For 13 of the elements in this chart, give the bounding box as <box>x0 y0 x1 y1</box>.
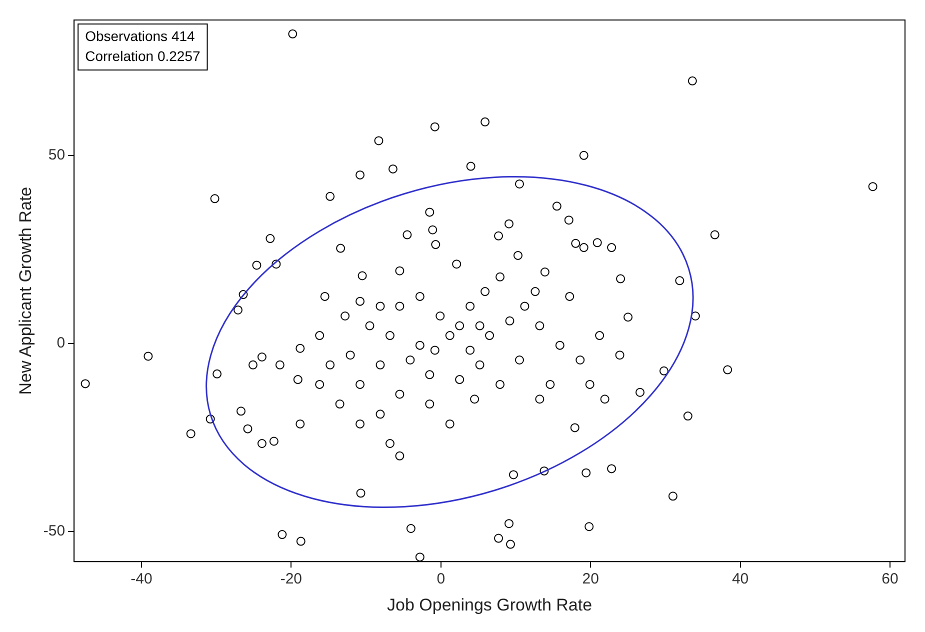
annotation: Correlation 0.2257 <box>85 48 200 64</box>
x-tick-label: 0 <box>436 570 446 588</box>
y-tick-label: 0 <box>56 334 66 352</box>
annotation: Observations 414 <box>85 28 196 44</box>
y-tick-label: -50 <box>43 522 66 540</box>
y-axis-title: New Applicant Growth Rate <box>16 186 35 395</box>
y-tick-label: 50 <box>48 146 66 164</box>
x-tick-label: 40 <box>732 570 749 588</box>
x-axis-title: Job Openings Growth Rate <box>387 595 592 614</box>
x-tick-label: 60 <box>882 570 898 588</box>
x-tick-label: -40 <box>130 570 152 588</box>
x-tick-label: -20 <box>280 570 302 588</box>
x-tick-label: 20 <box>582 570 599 588</box>
